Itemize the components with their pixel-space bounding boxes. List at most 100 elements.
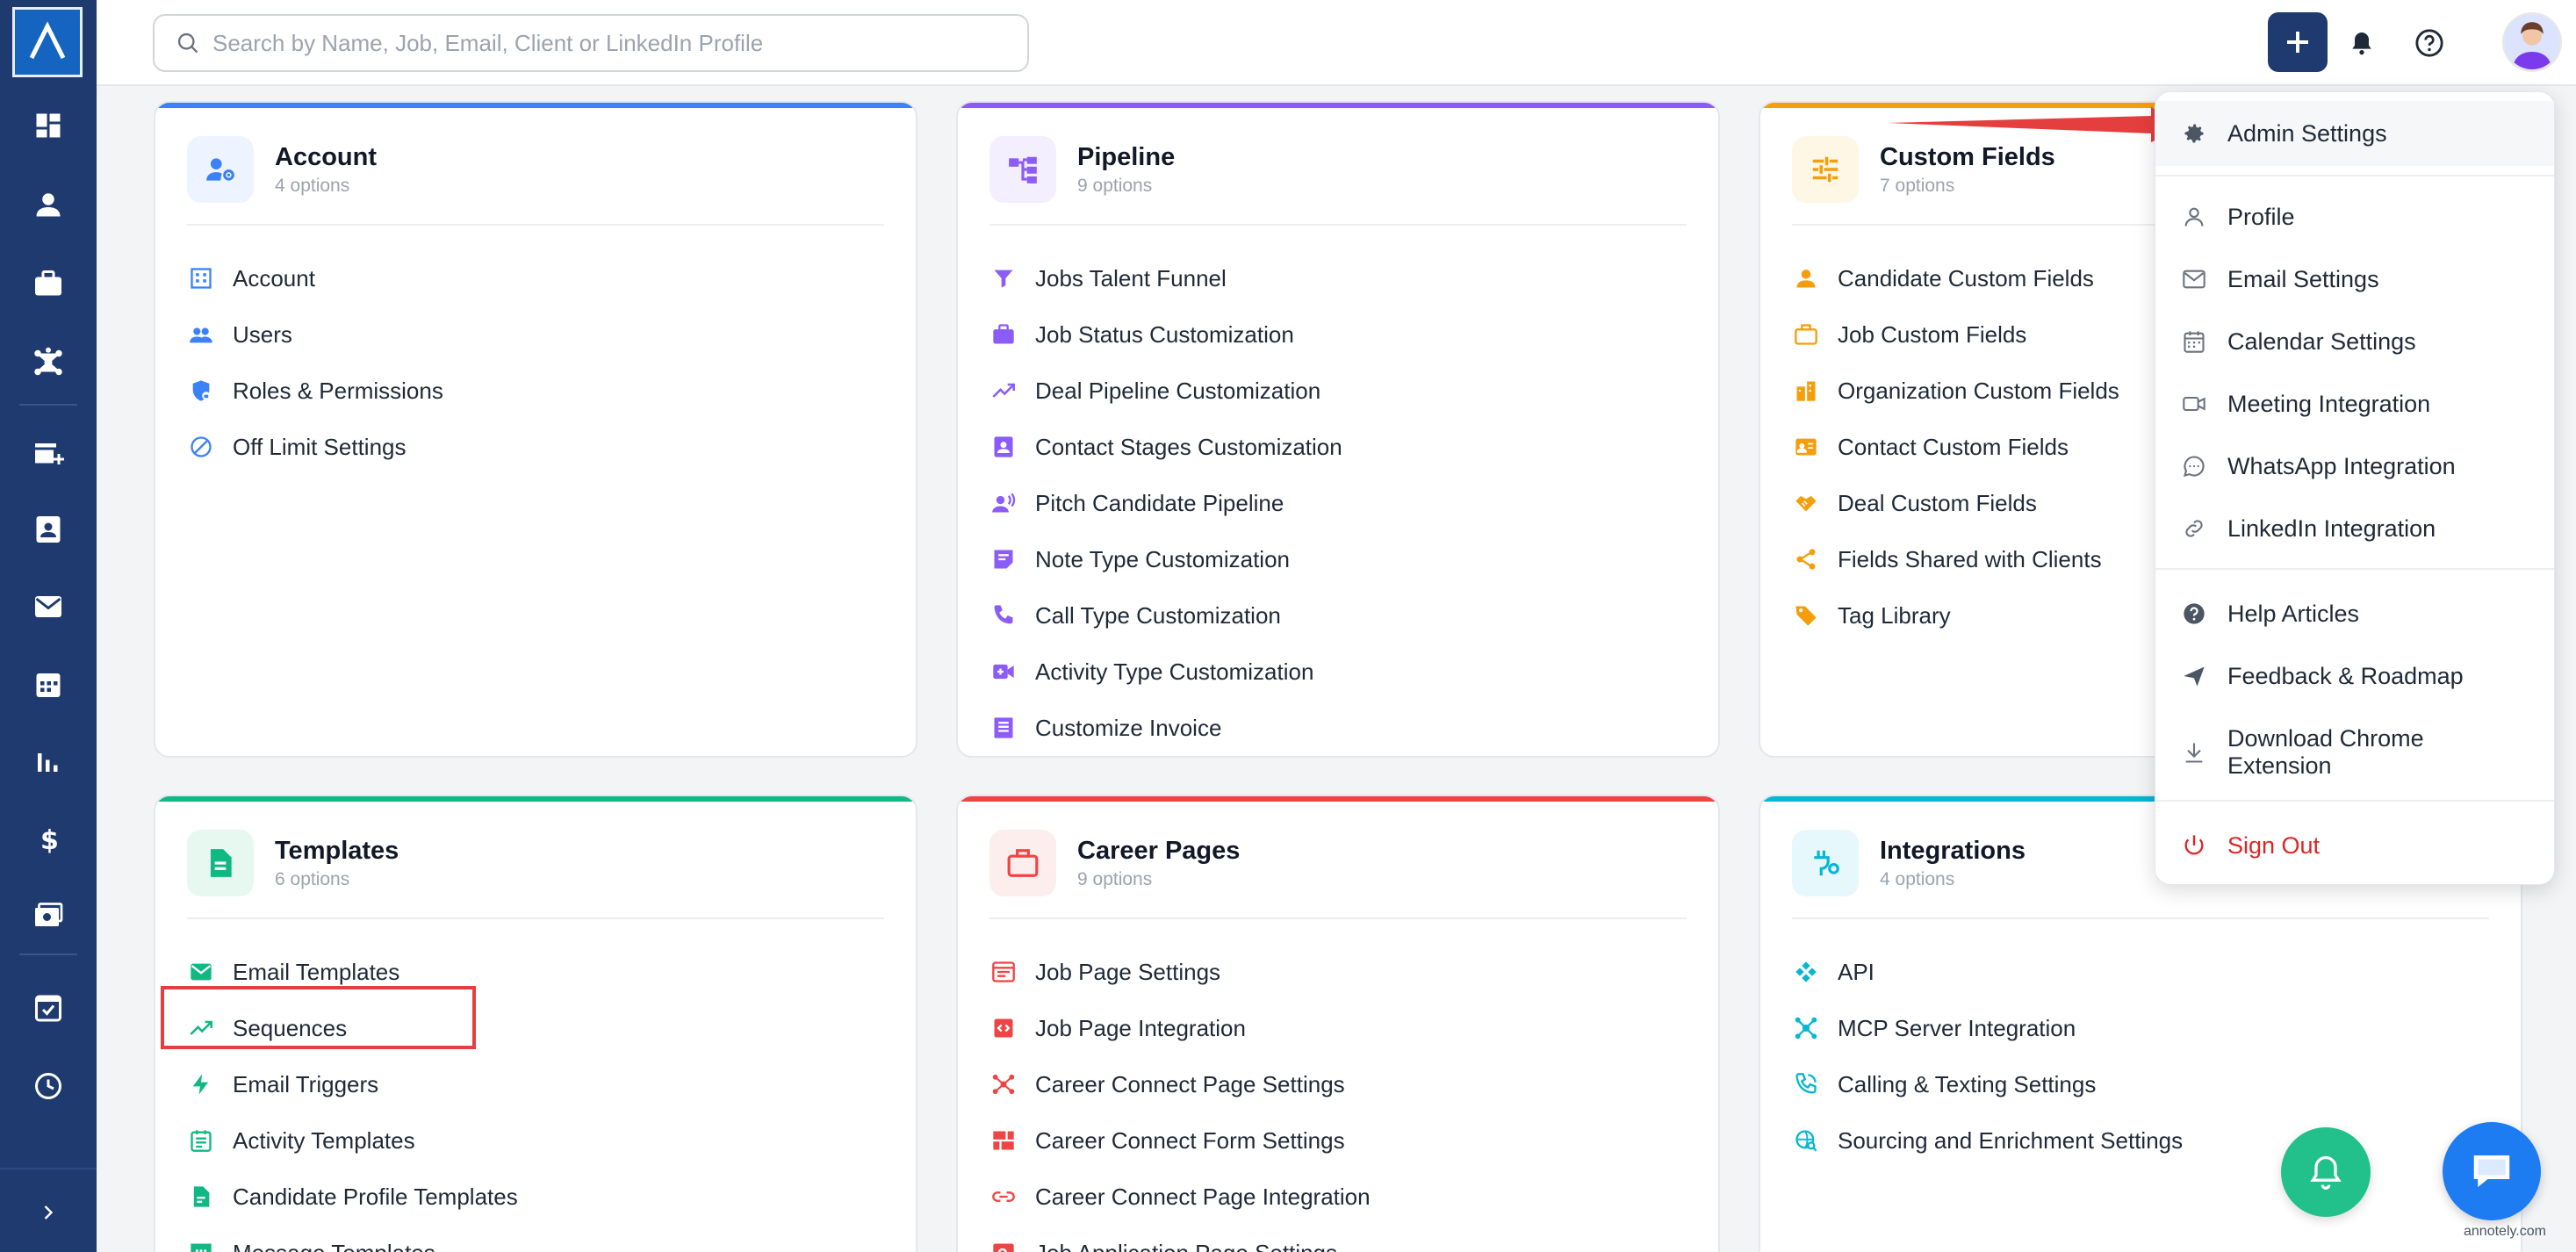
calendar-icon[interactable] <box>26 662 70 706</box>
dropdown-email-settings[interactable]: Email Settings <box>2155 255 2554 304</box>
add-button[interactable] <box>2268 12 2328 72</box>
dropdown-sign-out[interactable]: Sign Out <box>2155 821 2554 870</box>
code-icon <box>994 1018 1013 1038</box>
menu-item-contact-custom-fields[interactable]: Contact Custom Fields <box>1794 419 2119 475</box>
menu-item-job-application-page-settings[interactable]: Job Application Page Settings <box>991 1225 1371 1252</box>
search-input[interactable] <box>212 29 1003 57</box>
notifications-button[interactable] <box>2342 23 2382 63</box>
menu-item-off-limit-settings[interactable]: Off Limit Settings <box>189 419 443 475</box>
file-icon <box>193 1186 210 1207</box>
menu-item-career-connect-page-settings[interactable]: Career Connect Page Settings <box>991 1056 1371 1112</box>
candidates-icon[interactable] <box>26 183 70 227</box>
contact-card-icon <box>994 436 1013 457</box>
menu-item-sourcing-enrichment[interactable]: Sourcing and Enrichment Settings <box>1794 1112 2183 1169</box>
menu-item-sequences[interactable]: Sequences <box>189 1000 518 1056</box>
menu-item-note-type[interactable]: Note Type Customization <box>991 531 1342 587</box>
watermark: annotely.com <box>2464 1224 2546 1239</box>
notification-fab[interactable] <box>2281 1127 2371 1217</box>
menu-item-candidate-profile-templates[interactable]: Candidate Profile Templates <box>189 1169 518 1225</box>
menu-item-mcp-server-integration[interactable]: MCP Server Integration <box>1794 1000 2183 1056</box>
tag-icon <box>1795 606 1817 626</box>
card-title: Custom Fields <box>1880 142 2055 171</box>
mail-icon[interactable] <box>26 585 70 629</box>
contacts-icon[interactable] <box>26 507 70 551</box>
menu-item-account[interactable]: Account <box>189 250 443 306</box>
menu-item-pitch-candidate[interactable]: Pitch Candidate Pipeline <box>991 475 1342 531</box>
message-icon <box>191 1243 212 1252</box>
video-add-icon <box>993 664 1014 680</box>
menu-item-deal-custom-fields[interactable]: Deal Custom Fields <box>1794 475 2119 531</box>
card-subtitle: 4 options <box>275 175 350 196</box>
id-card-icon <box>1795 438 1817 456</box>
menu-item-call-type[interactable]: Call Type Customization <box>991 587 1342 644</box>
chat-fab[interactable] <box>2443 1122 2541 1220</box>
dollar-icon[interactable]: $ <box>26 817 70 860</box>
menu-item-message-templates[interactable]: Message Templates <box>189 1225 518 1252</box>
dropdown-feedback-roadmap[interactable]: Feedback & Roadmap <box>2155 651 2554 701</box>
dropdown-download-chrome-extension[interactable]: Download Chrome Extension <box>2155 717 2554 788</box>
menu-item-organization-custom-fields[interactable]: Organization Custom Fields <box>1794 363 2119 419</box>
network-icon[interactable] <box>26 341 70 385</box>
bell-icon <box>2352 32 2371 55</box>
dropdown-linkedin-integration[interactable]: LinkedIn Integration <box>2155 504 2554 553</box>
menu-item-fields-shared[interactable]: Fields Shared with Clients <box>1794 531 2119 587</box>
templates-card: Templates 6 options Email Templates Sequ… <box>154 795 917 1252</box>
phone-icon <box>994 605 1013 624</box>
menu-item-customize-invoice[interactable]: Customize Invoice <box>991 700 1342 756</box>
tasks-icon[interactable] <box>26 985 70 1029</box>
menu-item-calling-texting-settings[interactable]: Calling & Texting Settings <box>1794 1056 2183 1112</box>
menu-item-career-connect-form-settings[interactable]: Career Connect Form Settings <box>991 1112 1371 1169</box>
api-icon <box>1795 961 1817 982</box>
reports-icon[interactable] <box>26 739 70 783</box>
dropdown-profile[interactable]: Profile <box>2155 192 2554 241</box>
organizations-icon[interactable] <box>26 432 70 476</box>
menu-item-activity-type[interactable]: Activity Type Customization <box>991 644 1342 700</box>
dropdown-help-articles[interactable]: Help Articles <box>2155 589 2554 638</box>
menu-item-tag-library[interactable]: Tag Library <box>1794 587 2119 644</box>
mail-icon <box>2183 270 2205 289</box>
send-icon <box>2184 666 2205 687</box>
history-icon[interactable] <box>26 1064 70 1108</box>
link-icon <box>2185 520 2203 537</box>
logo-icon <box>29 21 66 60</box>
menu-item-contact-stages[interactable]: Contact Stages Customization <box>991 419 1342 475</box>
menu-item-deal-pipeline[interactable]: Deal Pipeline Customization <box>991 363 1342 419</box>
menu-item-candidate-custom-fields[interactable]: Candidate Custom Fields <box>1794 250 2119 306</box>
menu-item-jobs-talent-funnel[interactable]: Jobs Talent Funnel <box>991 250 1342 306</box>
search-bar[interactable] <box>153 14 1029 72</box>
menu-item-email-templates[interactable]: Email Templates <box>189 944 518 1000</box>
app-logo[interactable] <box>12 7 83 77</box>
calendar-icon <box>2184 331 2205 353</box>
invoice-icon[interactable] <box>26 894 70 938</box>
menu-item-roles-permissions[interactable]: Roles & Permissions <box>189 363 443 419</box>
jobs-icon[interactable] <box>26 262 70 306</box>
menu-item-job-page-settings[interactable]: Job Page Settings <box>991 944 1371 1000</box>
plus-icon <box>2287 32 2308 53</box>
dropdown-calendar-settings[interactable]: Calendar Settings <box>2155 317 2554 366</box>
dashboard-icon[interactable] <box>26 104 70 148</box>
menu-item-job-status[interactable]: Job Status Customization <box>991 306 1342 363</box>
menu-item-career-connect-page-integration[interactable]: Career Connect Page Integration <box>991 1169 1371 1225</box>
help-button[interactable] <box>2409 23 2450 63</box>
user-avatar[interactable] <box>2502 12 2562 72</box>
menu-item-email-triggers[interactable]: Email Triggers <box>189 1056 518 1112</box>
trend-icon <box>190 1020 212 1035</box>
dropdown-meeting-integration[interactable]: Meeting Integration <box>2155 379 2554 428</box>
account-settings-icon <box>187 136 254 203</box>
menu-item-api[interactable]: API <box>1794 944 2183 1000</box>
menu-item-job-page-integration[interactable]: Job Page Integration <box>991 1000 1371 1056</box>
dropdown-whatsapp-integration[interactable]: WhatsApp Integration <box>2155 442 2554 491</box>
handshake-icon <box>1795 495 1817 512</box>
menu-item-job-custom-fields[interactable]: Job Custom Fields <box>1794 306 2119 363</box>
menu-item-users[interactable]: Users <box>189 306 443 363</box>
search-page-icon <box>993 1243 1014 1252</box>
bell-outline-icon <box>2310 1155 2342 1190</box>
account-card: Account 4 options Account Users Roles & … <box>154 101 917 758</box>
dropdown-admin-settings[interactable]: Admin Settings <box>2155 101 2554 166</box>
menu-item-activity-templates[interactable]: Activity Templates <box>189 1112 518 1169</box>
expand-sidebar-icon[interactable] <box>26 1191 70 1234</box>
card-subtitle: 9 options <box>1077 175 1153 196</box>
sliders-icon <box>1792 136 1859 203</box>
buildings-icon <box>1796 381 1816 401</box>
briefcase-outline-icon <box>1795 324 1817 345</box>
